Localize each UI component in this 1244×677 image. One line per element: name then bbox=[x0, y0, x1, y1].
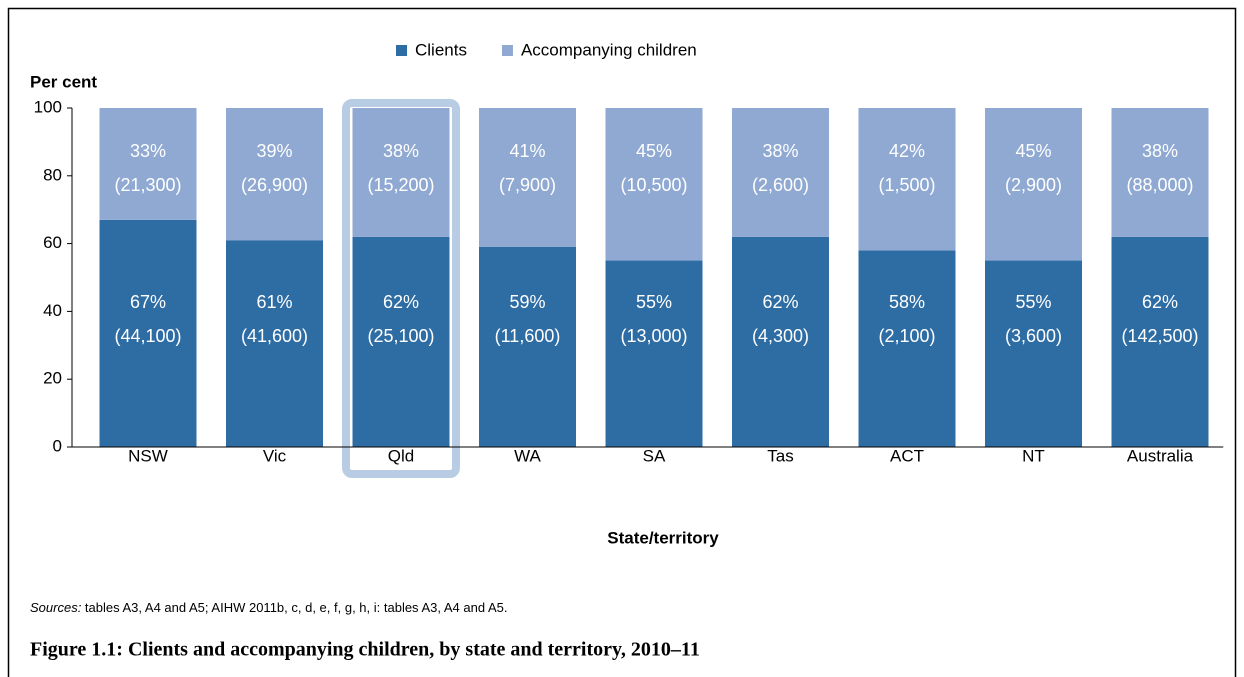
figure-caption: Figure 1.1: Clients and accompanying chi… bbox=[30, 639, 700, 661]
count-label: (88,000) bbox=[1126, 175, 1193, 195]
legend-swatch bbox=[501, 45, 513, 56]
value-label: 55% bbox=[1015, 292, 1051, 312]
count-label: (44,100) bbox=[114, 326, 181, 346]
value-label: 41% bbox=[509, 141, 545, 161]
count-label: (2,100) bbox=[878, 326, 935, 346]
bar-segment bbox=[479, 246, 576, 447]
bar-segment bbox=[732, 108, 829, 237]
count-label: (21,300) bbox=[114, 175, 181, 195]
x-tick-label: Vic bbox=[263, 446, 287, 465]
count-label: (4,300) bbox=[752, 326, 809, 346]
value-label: 61% bbox=[256, 292, 292, 312]
bar-segment bbox=[226, 240, 323, 447]
x-tick-label: ACT bbox=[890, 446, 924, 465]
y-tick-label: 0 bbox=[53, 436, 62, 455]
bar-segment bbox=[226, 108, 323, 241]
value-label: 45% bbox=[1015, 141, 1051, 161]
x-tick-label: Australia bbox=[1127, 446, 1194, 465]
bar-segment bbox=[985, 108, 1082, 261]
count-label: (41,600) bbox=[241, 326, 308, 346]
bar-segment bbox=[99, 219, 197, 447]
count-label: (142,500) bbox=[1121, 326, 1198, 346]
value-label: 39% bbox=[256, 141, 292, 161]
x-tick-label: WA bbox=[514, 446, 541, 465]
x-tick-label: Qld bbox=[388, 446, 414, 465]
value-label: 42% bbox=[889, 141, 925, 161]
count-label: (1,500) bbox=[878, 175, 935, 195]
count-label: (15,200) bbox=[367, 175, 434, 195]
count-label: (11,600) bbox=[495, 326, 561, 346]
count-label: (7,900) bbox=[499, 175, 556, 195]
x-axis-title: State/territory bbox=[607, 528, 719, 547]
value-label: 45% bbox=[636, 141, 672, 161]
legend-label: Clients bbox=[415, 40, 467, 59]
value-label: 59% bbox=[509, 292, 545, 312]
y-tick-label: 80 bbox=[43, 165, 62, 184]
y-tick-label: 20 bbox=[43, 369, 62, 388]
count-label: (13,000) bbox=[620, 326, 687, 346]
legend-label: Accompanying children bbox=[521, 40, 697, 59]
sources: Sources: tables A3, A4 and A5; AIHW 2011… bbox=[30, 600, 507, 615]
count-label: (2,600) bbox=[752, 175, 809, 195]
bar-segment bbox=[605, 260, 703, 447]
bar-segment bbox=[1111, 236, 1209, 447]
sources-text: tables A3, A4 and A5; AIHW 2011b, c, d, … bbox=[81, 600, 507, 615]
count-label: (25,100) bbox=[367, 326, 434, 346]
y-tick-label: 40 bbox=[43, 301, 62, 320]
bar-segment bbox=[352, 108, 450, 237]
bar-segment bbox=[858, 108, 956, 251]
bar-segment bbox=[99, 108, 197, 220]
count-label: (10,500) bbox=[620, 175, 687, 195]
y-tick-label: 60 bbox=[43, 233, 62, 252]
x-tick-label: Tas bbox=[767, 446, 793, 465]
legend-swatch bbox=[396, 45, 407, 56]
value-label: 62% bbox=[1142, 292, 1178, 312]
bar-segment bbox=[605, 108, 703, 261]
y-axis-title: Per cent bbox=[30, 72, 97, 91]
value-label: 67% bbox=[130, 292, 166, 312]
bar-segment bbox=[352, 236, 450, 447]
y-tick-label: 100 bbox=[34, 97, 62, 116]
bar-segment bbox=[479, 108, 576, 247]
value-label: 38% bbox=[762, 141, 798, 161]
value-label: 38% bbox=[383, 141, 419, 161]
value-label: 55% bbox=[636, 292, 672, 312]
value-label: 58% bbox=[889, 292, 925, 312]
value-label: 33% bbox=[130, 141, 166, 161]
value-label: 62% bbox=[762, 292, 798, 312]
bar-segment bbox=[732, 236, 829, 447]
bar-segment bbox=[858, 250, 956, 447]
count-label: (3,600) bbox=[1005, 326, 1062, 346]
bar-segment bbox=[1111, 108, 1209, 237]
x-tick-label: NSW bbox=[128, 446, 168, 465]
value-label: 38% bbox=[1142, 141, 1178, 161]
value-label: 62% bbox=[383, 292, 419, 312]
count-label: (26,900) bbox=[241, 175, 308, 195]
highlight-box bbox=[342, 99, 460, 478]
x-tick-label: NT bbox=[1022, 446, 1045, 465]
frame bbox=[7, 7, 1237, 677]
bar-segment bbox=[985, 260, 1082, 447]
sources-label: Sources: bbox=[30, 600, 82, 615]
count-label: (2,900) bbox=[1005, 175, 1062, 195]
x-tick-label: SA bbox=[643, 446, 666, 465]
